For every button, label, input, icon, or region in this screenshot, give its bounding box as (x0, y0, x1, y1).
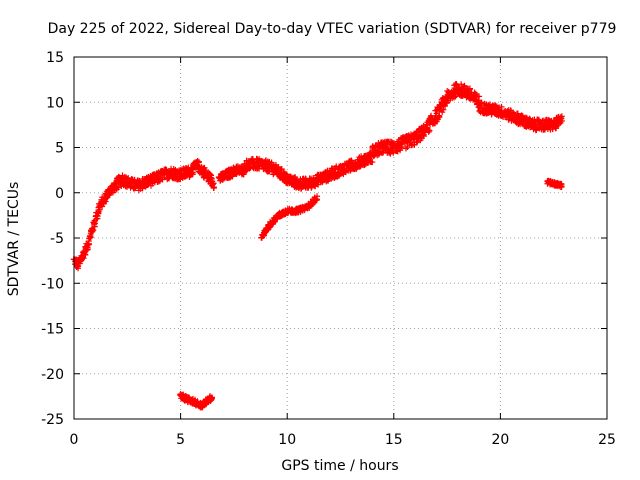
data-point (398, 143, 405, 150)
data-point (86, 235, 93, 242)
data-point (478, 99, 485, 106)
x-tick-label: 25 (598, 432, 616, 448)
data-point (471, 89, 478, 96)
data-point (314, 193, 321, 200)
data-point (84, 244, 91, 251)
data-point (278, 165, 285, 172)
y-tick-label: -20 (41, 367, 64, 383)
data-point (442, 103, 449, 110)
y-tick-label: 5 (55, 141, 64, 157)
data-point (426, 127, 433, 134)
data-point (361, 162, 368, 169)
y-tick-label: -10 (41, 276, 64, 292)
data-point (427, 121, 434, 128)
data-point (397, 147, 404, 154)
y-tick-label: 0 (55, 186, 64, 202)
data-point (85, 241, 92, 248)
data-point (278, 166, 285, 173)
data-point (444, 100, 451, 107)
data-point (387, 149, 394, 156)
data-points (70, 80, 565, 411)
plot-frame (73, 56, 608, 420)
data-point (207, 171, 214, 178)
data-point (125, 174, 132, 181)
data-point (210, 184, 217, 191)
data-point (533, 127, 540, 134)
data-point (492, 102, 499, 109)
y-tick-label: -15 (41, 322, 64, 338)
y-tick-label: -25 (41, 412, 64, 428)
data-point (90, 227, 97, 234)
data-point (335, 172, 342, 179)
data-point (82, 251, 89, 258)
data-point (558, 181, 565, 188)
data-point (379, 149, 386, 156)
data-point (189, 171, 196, 178)
data-point (420, 133, 427, 140)
chart-title: Day 225 of 2022, Sidereal Day-to-day VTE… (48, 21, 617, 37)
y-axis-label: SDTVAR / TECUs (6, 182, 22, 297)
data-point (436, 113, 443, 120)
x-tick-label: 15 (385, 432, 403, 448)
data-point (208, 395, 215, 402)
axis-ticks: 0 5 10 15 20 25 -25 -20 -15 -10 -5 0 5 10 15 (41, 50, 616, 448)
data-point (208, 176, 215, 183)
data-point (91, 220, 98, 227)
grid-lines (74, 57, 607, 419)
y-tick-label: -5 (50, 231, 64, 247)
data-point (425, 128, 432, 135)
x-tick-label: 10 (278, 432, 296, 448)
data-point (475, 97, 482, 104)
x-tick-label: 5 (176, 432, 185, 448)
y-tick-label: 10 (46, 95, 64, 111)
x-tick-label: 0 (70, 432, 79, 448)
data-point (195, 159, 202, 166)
x-tick-label: 20 (491, 432, 509, 448)
x-axis-label: GPS time / hours (281, 458, 398, 474)
data-point (417, 134, 424, 141)
data-point (558, 117, 565, 124)
y-tick-label: 15 (46, 50, 64, 66)
data-point (414, 138, 421, 145)
data-point (369, 159, 376, 166)
data-point (80, 255, 87, 262)
